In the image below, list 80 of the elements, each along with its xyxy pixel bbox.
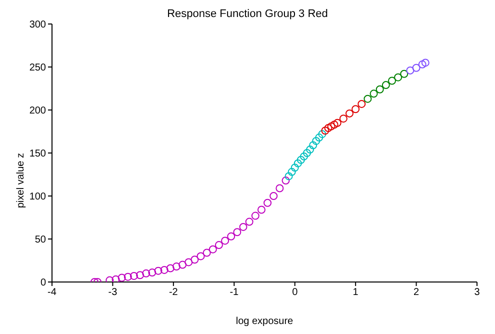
point (239, 222, 248, 231)
point (309, 141, 318, 150)
point (221, 236, 230, 245)
point (421, 58, 430, 67)
point (282, 176, 290, 185)
x-tick-label: 0 (292, 287, 298, 298)
point (400, 70, 408, 78)
point (321, 126, 330, 135)
point (270, 192, 278, 200)
x-tick-label: 2 (414, 287, 420, 298)
point (288, 168, 296, 176)
point (276, 184, 284, 192)
point (118, 274, 126, 282)
x-tick-label: 1 (352, 287, 359, 298)
point (370, 90, 378, 98)
point (339, 114, 348, 123)
point (106, 276, 114, 282)
point (214, 241, 223, 250)
point (300, 152, 308, 160)
y-tick-label: 100 (29, 192, 46, 203)
point (154, 266, 162, 275)
point (264, 198, 272, 207)
x-tick-label: -2 (168, 287, 178, 298)
point (257, 206, 266, 214)
point (388, 76, 396, 85)
point (346, 109, 354, 118)
y-tick-label: 200 (29, 106, 46, 117)
y-tick-label: 0 (40, 278, 46, 289)
point (333, 118, 342, 127)
chart-title: Response Function Group 3 Red (166, 8, 329, 20)
point (148, 268, 156, 277)
point (227, 232, 236, 240)
y-tick-label: 50 (34, 234, 46, 246)
point (166, 264, 174, 272)
point (364, 94, 372, 103)
y-tick-label: 250 (29, 62, 46, 74)
point (284, 172, 293, 180)
point (324, 124, 332, 132)
point (318, 130, 326, 138)
point (394, 73, 402, 82)
x-tick-label: -3 (108, 287, 118, 298)
point (306, 146, 314, 154)
y-tick-label: 300 (29, 20, 46, 31)
point (303, 149, 311, 157)
x-tick-label: 3 (474, 287, 480, 298)
point (196, 252, 205, 260)
point (208, 245, 217, 254)
x-axis-title: log exposure (236, 316, 294, 327)
point (330, 120, 338, 129)
point (184, 258, 193, 266)
point (172, 262, 180, 271)
point (296, 156, 305, 164)
point (112, 275, 120, 282)
point (358, 100, 366, 108)
point (352, 105, 360, 114)
point (160, 266, 168, 274)
point (251, 212, 260, 220)
point (290, 164, 299, 172)
point (382, 81, 390, 90)
point (202, 248, 211, 257)
point (376, 85, 384, 94)
point (142, 269, 150, 278)
x-tick-label: -1 (230, 287, 240, 298)
point (178, 260, 187, 269)
point (136, 271, 144, 280)
point (130, 272, 138, 280)
point (124, 272, 132, 281)
point (294, 159, 302, 168)
point (312, 136, 320, 145)
y-tick-label: 150 (29, 148, 46, 160)
point (190, 256, 199, 264)
point (327, 122, 336, 130)
point (406, 66, 414, 74)
point (418, 60, 426, 68)
point (245, 218, 254, 226)
point (315, 134, 324, 142)
y-axis-title: pixel value z (16, 153, 27, 208)
point (412, 64, 420, 72)
x-tick-label: -4 (48, 287, 57, 298)
point (233, 228, 242, 236)
